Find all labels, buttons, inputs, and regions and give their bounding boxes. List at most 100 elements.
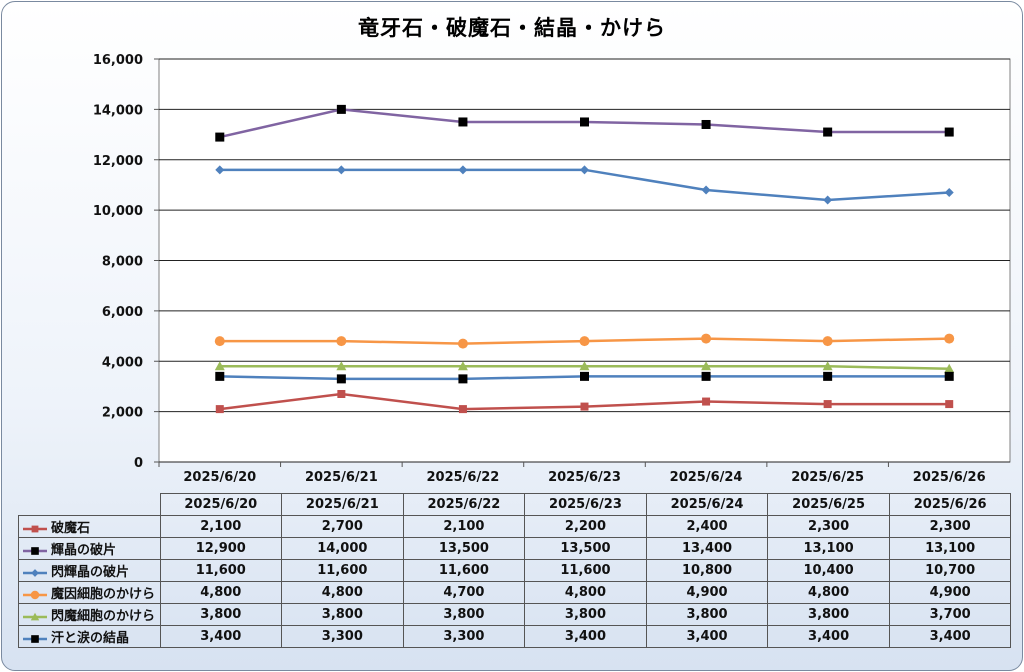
table-cell-value: 3,400 xyxy=(888,625,1012,648)
table-cell-value: 2,400 xyxy=(645,515,769,538)
data-point xyxy=(944,127,954,137)
series-3 xyxy=(215,165,954,205)
data-point xyxy=(215,165,225,175)
data-point xyxy=(457,361,468,371)
table-column-header: 2025/6/24 xyxy=(645,493,769,516)
data-point xyxy=(458,117,468,127)
table-cell-value: 4,800 xyxy=(524,581,647,604)
table-cell-value: 10,800 xyxy=(645,559,769,582)
x-tick-label: 2025/6/22 xyxy=(427,470,500,485)
table-cell-value: 4,900 xyxy=(645,581,769,604)
table-cell-value: 3,400 xyxy=(767,625,890,648)
table-column-header: 2025/6/26 xyxy=(888,493,1012,516)
data-point xyxy=(458,165,468,175)
table-cell-value: 11,600 xyxy=(159,559,283,582)
data-point xyxy=(336,165,346,175)
data-point xyxy=(701,185,711,195)
table-cell-value: 10,400 xyxy=(767,559,890,582)
x-tick-label: 2025/6/26 xyxy=(913,470,986,485)
series-label-cell: 輝晶の破片 xyxy=(18,537,161,560)
series-name: 閃魔細胞のかけら xyxy=(51,609,156,624)
plot-area: 0 2,000 4,000 6,000 8,000 10,000 12,000 14,000 1… xyxy=(93,53,1011,485)
y-tick-label: 12,000 xyxy=(93,154,143,169)
table-corner xyxy=(18,493,161,516)
y-tick-label: 6,000 xyxy=(102,305,143,320)
table-cell-value: 4,900 xyxy=(888,581,1012,604)
table-cell-value: 13,100 xyxy=(767,537,890,560)
data-point xyxy=(580,371,589,381)
data-point xyxy=(822,336,833,347)
x-tick-label: 2025/6/24 xyxy=(670,470,743,485)
series-name: 汗と涙の結晶 xyxy=(51,631,130,646)
legend-key-icon xyxy=(23,612,47,620)
data-point xyxy=(701,371,711,381)
table-cell-value: 3,300 xyxy=(402,625,526,648)
table-cell-value: 4,800 xyxy=(767,581,890,604)
data-point xyxy=(458,374,468,384)
series-4 xyxy=(214,333,955,349)
data-point xyxy=(944,371,954,381)
table-cell-value: 3,400 xyxy=(645,625,769,648)
table-cell-value: 4,700 xyxy=(402,581,526,604)
table-column-header: 2025/6/21 xyxy=(281,493,404,516)
table-cell-value: 10,700 xyxy=(888,559,1012,582)
table-row: 破魔石 2,100 2,700 2,100 2,200 2,400 2,300 2,300 xyxy=(18,515,1012,538)
data-point xyxy=(336,361,347,371)
y-tick-label: 10,000 xyxy=(93,204,143,219)
series-label-cell: 汗と涙の結晶 xyxy=(18,625,161,648)
table-cell-value: 3,800 xyxy=(767,603,890,626)
legend-key-icon xyxy=(23,546,47,555)
data-point xyxy=(336,374,346,384)
y-tick-label: 16,000 xyxy=(93,53,143,68)
data-point xyxy=(215,132,225,142)
table-cell-value: 11,600 xyxy=(524,559,647,582)
series-name: 閃輝晶の破片 xyxy=(51,565,130,580)
y-tick-label: 4,000 xyxy=(102,355,143,370)
table-cell-value: 3,800 xyxy=(281,603,404,626)
data-point xyxy=(31,568,39,577)
legend-key-icon xyxy=(23,568,47,577)
y-tick-label: 0 xyxy=(134,456,143,471)
series-label-cell: 閃輝晶の破片 xyxy=(18,559,161,582)
data-table: 2025/6/20 2025/6/21 2025/6/22 2025/6/23 2025… xyxy=(18,493,1012,648)
chart-title: 竜牙石・破魔石・結晶・かけら xyxy=(358,16,666,40)
series-name: 輝晶の破片 xyxy=(51,543,117,558)
data-point xyxy=(31,634,39,643)
table-cell-value: 4,800 xyxy=(159,581,283,604)
data-point xyxy=(30,612,40,620)
x-tick-label: 2025/6/21 xyxy=(305,470,378,485)
data-point xyxy=(701,119,711,129)
table-row: 魔因細胞のかけら 4,800 4,800 4,700 4,800 4,900 4,800 4,… xyxy=(18,581,1012,604)
data-point xyxy=(823,371,833,381)
x-tick-label: 2025/6/23 xyxy=(548,470,621,485)
series-2 xyxy=(215,104,954,142)
x-tick-label: 2025/6/25 xyxy=(791,470,864,485)
table-row: 閃輝晶の破片 11,600 11,600 11,600 11,600 10,800 10,4… xyxy=(18,559,1012,582)
data-point xyxy=(579,361,590,371)
data-point xyxy=(214,361,225,371)
table-column-header: 2025/6/20 xyxy=(159,493,283,516)
data-point xyxy=(579,336,590,347)
legend-key-icon xyxy=(23,525,47,532)
data-point xyxy=(701,333,712,344)
table-cell-value: 2,700 xyxy=(281,515,404,538)
table-header-row: 2025/6/20 2025/6/21 2025/6/22 2025/6/23 2025… xyxy=(18,493,1012,516)
data-point xyxy=(944,333,955,344)
data-point xyxy=(336,336,347,347)
data-point xyxy=(944,363,955,373)
table-cell-value: 3,400 xyxy=(524,625,647,648)
y-tick-label: 2,000 xyxy=(102,406,143,421)
series-1 xyxy=(215,389,954,414)
data-point xyxy=(823,400,832,409)
data-point xyxy=(580,117,589,127)
table-column-header: 2025/6/25 xyxy=(767,493,890,516)
table-cell-value: 3,800 xyxy=(159,603,283,626)
series-label-cell: 閃魔細胞のかけら xyxy=(18,603,161,626)
table-cell-value: 13,500 xyxy=(402,537,526,560)
table-row: 閃魔細胞のかけら 3,800 3,800 3,800 3,800 3,800 3,800 3,… xyxy=(18,603,1012,626)
legend-key-icon xyxy=(23,634,47,643)
table-cell-value: 11,600 xyxy=(281,559,404,582)
table-cell-value: 2,200 xyxy=(524,515,647,538)
legend-key-icon xyxy=(23,590,47,599)
